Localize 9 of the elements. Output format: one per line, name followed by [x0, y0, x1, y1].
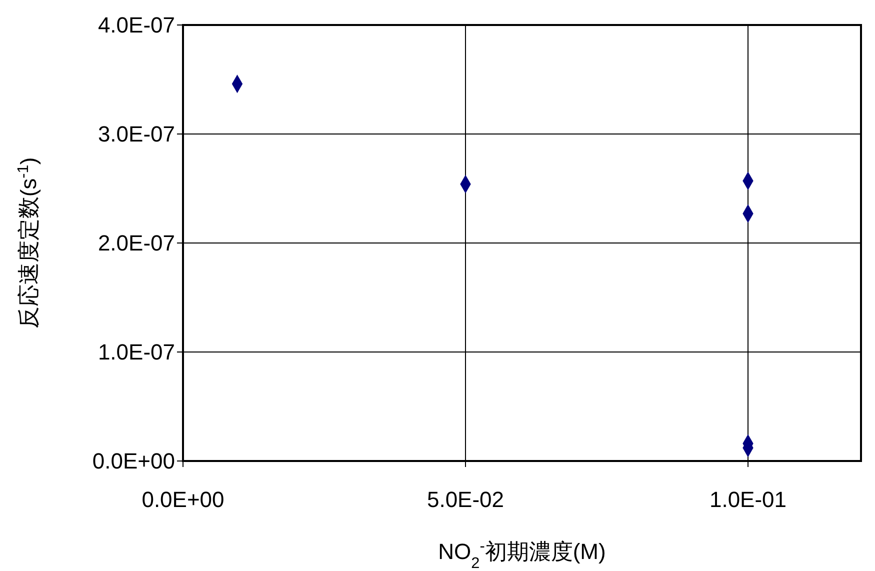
x-axis-title: NO$_{2}$$^{-}$初期濃度(M)	[438, 538, 606, 571]
y-tick-label: 1.0E-07	[98, 340, 175, 365]
x-tick-label: 0.0E+00	[142, 487, 224, 512]
y-tick-label: 0.0E+00	[92, 448, 175, 474]
y-tick-label: 3.0E-07	[98, 122, 175, 147]
x-tick-label: 1.0E-01	[709, 487, 787, 512]
x-tick-label: 5.0E-02	[426, 487, 504, 512]
y-tick-label: 4.0E-07	[98, 12, 175, 38]
y-tick-label: 2.0E-07	[98, 230, 175, 256]
